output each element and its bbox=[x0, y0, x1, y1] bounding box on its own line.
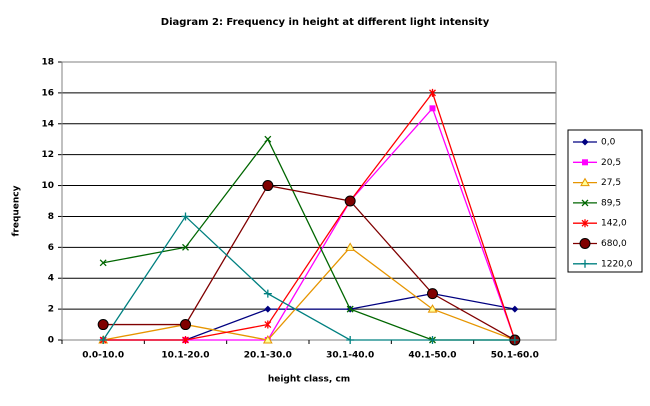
marker bbox=[97, 319, 109, 331]
y-tick-label: 8 bbox=[48, 212, 54, 222]
marker bbox=[264, 320, 272, 329]
y-tick-label: 10 bbox=[41, 181, 54, 191]
marker bbox=[581, 138, 589, 146]
y-tick-label: 16 bbox=[41, 88, 54, 98]
marker bbox=[427, 304, 438, 313]
y-tick-label: 6 bbox=[48, 243, 54, 253]
series-line bbox=[103, 91, 516, 341]
marker bbox=[99, 259, 107, 267]
marker bbox=[99, 336, 108, 344]
x-tick-label: 50.1-60.0 bbox=[491, 351, 539, 361]
legend-label: 89,5 bbox=[601, 198, 621, 208]
marker bbox=[264, 135, 272, 143]
legend-label: 0,0 bbox=[601, 138, 616, 148]
marker bbox=[582, 159, 588, 166]
y-tick-label: 4 bbox=[48, 274, 54, 284]
marker bbox=[262, 334, 273, 344]
marker bbox=[428, 336, 437, 344]
legend-label: 680,0 bbox=[601, 239, 627, 249]
x-tick-label: 40.1-50.0 bbox=[408, 351, 456, 361]
series-line bbox=[103, 246, 516, 341]
marker bbox=[581, 219, 589, 228]
marker bbox=[344, 195, 356, 207]
y-tick-label: 2 bbox=[48, 305, 54, 315]
marker bbox=[429, 88, 436, 97]
marker bbox=[346, 305, 354, 313]
marker bbox=[429, 105, 436, 112]
plot-frame bbox=[61, 61, 557, 341]
marker bbox=[581, 199, 589, 207]
marker bbox=[262, 180, 274, 192]
y-tick-label: 18 bbox=[41, 58, 54, 68]
marker bbox=[510, 336, 519, 344]
series-line bbox=[102, 215, 515, 341]
x-tick-label: 0.0-10.0 bbox=[82, 351, 124, 361]
marker bbox=[427, 288, 438, 300]
marker bbox=[511, 305, 519, 313]
x-tick-label: 10.1-20.0 bbox=[161, 351, 209, 361]
series-line bbox=[103, 184, 516, 341]
chart-title: Diagram 2: Frequency in height at differ… bbox=[161, 17, 490, 28]
x-tick-label: 30.1-40.0 bbox=[326, 351, 374, 361]
legend-label: 142,0 bbox=[601, 219, 627, 229]
y-tick-label: 14 bbox=[41, 119, 54, 129]
marker bbox=[263, 289, 272, 298]
legend-label: 1220,0 bbox=[601, 259, 633, 269]
marker bbox=[581, 259, 589, 268]
marker bbox=[580, 177, 590, 187]
x-tick-label: 20.1-30.0 bbox=[244, 351, 292, 361]
legend-label: 27,5 bbox=[601, 178, 621, 188]
marker bbox=[182, 243, 189, 251]
marker bbox=[181, 212, 190, 221]
marker bbox=[182, 336, 189, 344]
legend-label: 20,5 bbox=[601, 158, 621, 168]
marker bbox=[579, 238, 591, 249]
y-axis-label: frequency bbox=[12, 185, 22, 236]
marker bbox=[345, 242, 356, 251]
marker bbox=[264, 305, 272, 313]
series-line bbox=[103, 137, 515, 341]
y-tick-label: 0 bbox=[48, 336, 54, 346]
marker bbox=[346, 336, 355, 344]
legend-box bbox=[567, 129, 643, 273]
x-axis-label: height class, cm bbox=[268, 375, 350, 385]
marker bbox=[180, 319, 191, 331]
y-tick-label: 12 bbox=[41, 150, 54, 160]
